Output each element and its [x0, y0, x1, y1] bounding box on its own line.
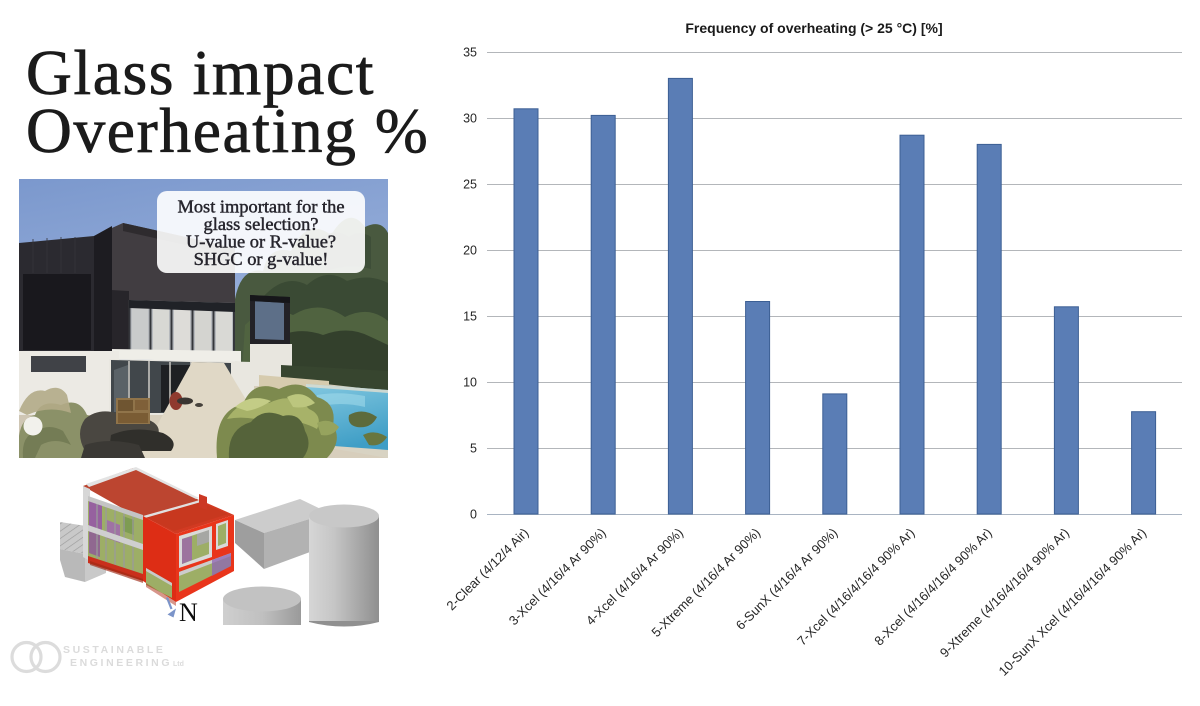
svg-text:20: 20 — [463, 244, 477, 258]
svg-text:ENGINEERING: ENGINEERING — [70, 657, 172, 669]
svg-text:2-Clear (4/12/4 Air): 2-Clear (4/12/4 Air) — [443, 525, 531, 613]
svg-text:Ltd: Ltd — [173, 661, 184, 668]
svg-text:5: 5 — [470, 442, 477, 456]
svg-text:0: 0 — [470, 508, 477, 522]
svg-text:10: 10 — [463, 376, 477, 390]
svg-text:30: 30 — [463, 112, 477, 126]
svg-text:15: 15 — [463, 310, 477, 324]
svg-text:Frequency of overheating (> 25: Frequency of overheating (> 25 °C) [%] — [685, 20, 942, 36]
svg-text:10-SunX Xcel (4/16/4/16/4 90%: 10-SunX Xcel (4/16/4/16/4 90% Ar) — [996, 525, 1150, 679]
svg-text:glass selection?: glass selection? — [204, 214, 319, 234]
svg-text:Most important for the: Most important for the — [177, 197, 344, 217]
svg-text:N: N — [179, 598, 198, 627]
svg-text:U-value or R-value?: U-value or R-value? — [186, 232, 336, 252]
svg-text:SUSTAINABLE: SUSTAINABLE — [63, 644, 166, 656]
svg-text:35: 35 — [463, 46, 477, 60]
svg-text:SHGC or g-value!: SHGC or g-value! — [194, 249, 329, 269]
svg-text:9-Xtreme (4/16/4/16/4 90% Ar): 9-Xtreme (4/16/4/16/4 90% Ar) — [937, 525, 1072, 660]
svg-text:25: 25 — [463, 178, 477, 192]
